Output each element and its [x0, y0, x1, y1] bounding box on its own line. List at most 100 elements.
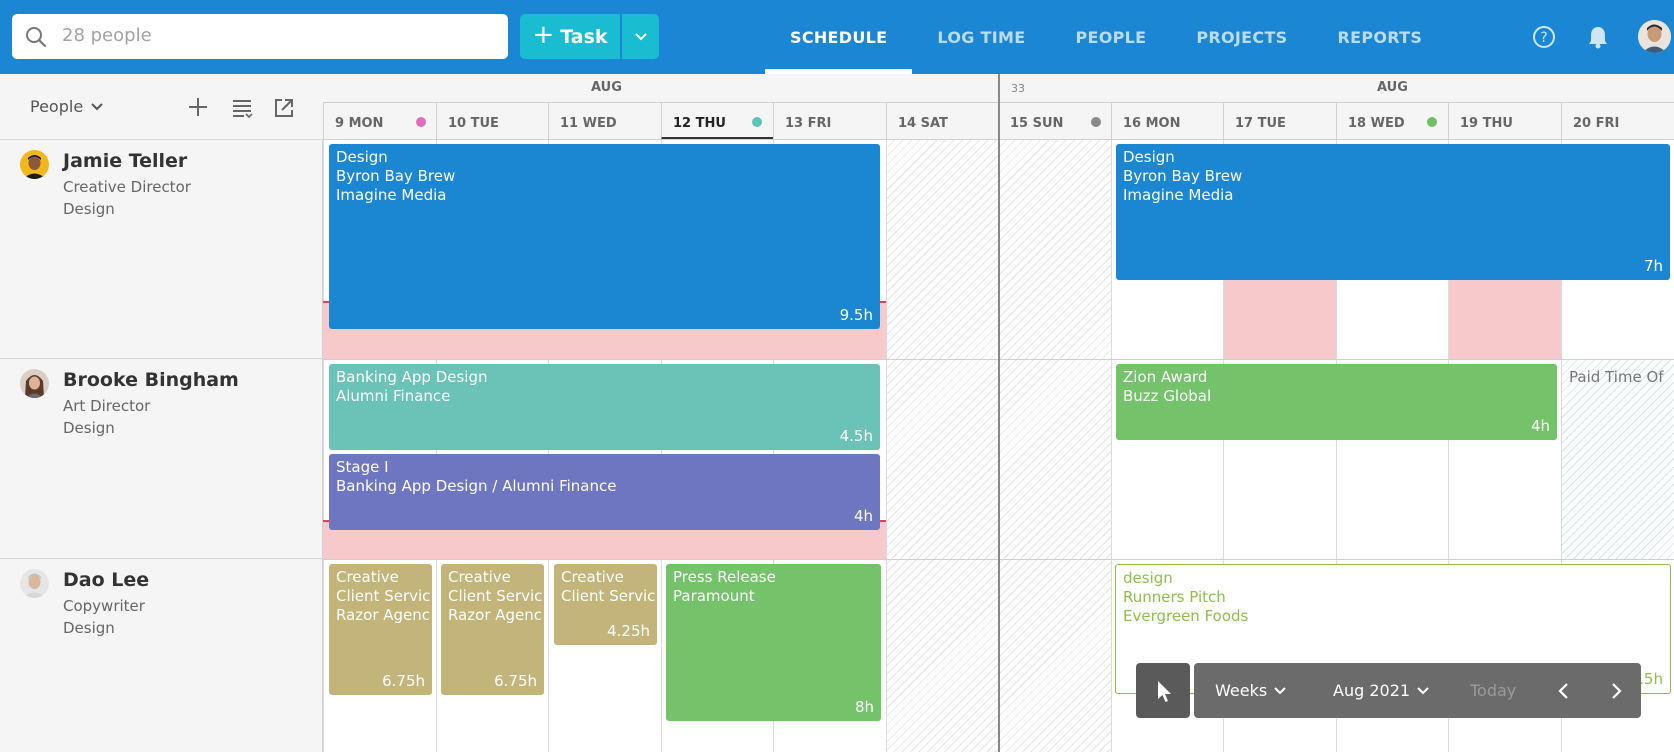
person-row[interactable]: Brooke Bingham Art Director Design: [0, 359, 322, 559]
month-label: AUG: [591, 80, 622, 95]
day-header[interactable]: 20 FRI: [1561, 102, 1674, 139]
search-placeholder: 28 people: [62, 25, 152, 46]
chevron-down-icon: [91, 102, 103, 110]
chevron-right-icon[interactable]: [1609, 681, 1623, 701]
nav-projects[interactable]: PROJECTS: [1196, 27, 1288, 47]
time-off-area: [1562, 359, 1674, 559]
person-name[interactable]: Jamie Teller: [63, 150, 188, 172]
people-filter-dropdown[interactable]: People: [30, 97, 103, 116]
person-role: Art Director: [63, 397, 151, 415]
person-row[interactable]: Dao Lee Copywriter Design: [0, 559, 322, 752]
avatar: [20, 369, 49, 398]
today-button[interactable]: Today: [1470, 681, 1517, 700]
view-mode-dropdown[interactable]: Weeks: [1215, 681, 1286, 700]
avatar: [20, 150, 49, 179]
task-block[interactable]: Design Byron Bay Brew Imagine Media 7h: [1116, 144, 1670, 280]
task-block[interactable]: Banking App Design Alumni Finance 4.5h: [329, 364, 880, 450]
task-block[interactable]: Zion Award Buzz Global 4h: [1116, 364, 1557, 440]
task-hours: 4.5h: [839, 427, 873, 445]
person-row[interactable]: Jamie Teller Creative Director Design: [0, 140, 322, 359]
add-icon[interactable]: [186, 95, 210, 119]
task-hours: 6.75h: [382, 672, 425, 690]
day-header[interactable]: 16 MON: [1111, 102, 1223, 139]
day-indicator-dot: [1427, 117, 1437, 127]
day-column: [1223, 140, 1336, 752]
person-department: Design: [63, 200, 115, 218]
task-block[interactable]: Creative Client Servic Razor Agenc 6.75h: [329, 564, 432, 695]
top-bar: 28 people + Task SCHEDULE LOG TIME PEOPL…: [0, 0, 1674, 74]
task-hours: 4h: [853, 507, 873, 525]
day-header[interactable]: 18 WED: [1336, 102, 1448, 139]
people-list: Jamie Teller Creative Director Design Br…: [0, 140, 323, 752]
day-column: [1561, 140, 1674, 752]
svg-text:?: ?: [1540, 30, 1547, 46]
overbooked-zone: [1224, 280, 1336, 359]
user-avatar[interactable]: [1638, 20, 1671, 53]
day-column: [1111, 140, 1223, 752]
period-dropdown[interactable]: Aug 2021: [1333, 681, 1429, 700]
person-name[interactable]: Dao Lee: [63, 569, 150, 591]
day-header[interactable]: 11 WED: [548, 102, 661, 139]
week-divider: [998, 74, 1000, 752]
weekend-column: [998, 140, 1111, 752]
search-box[interactable]: 28 people: [12, 14, 508, 59]
day-header[interactable]: 17 TUE: [1223, 102, 1336, 139]
task-block[interactable]: Creative Client Servic Razor Agenc 6.75h: [441, 564, 544, 695]
search-icon: [26, 27, 47, 48]
day-header[interactable]: 10 TUE: [436, 102, 548, 139]
task-block[interactable]: Design Byron Bay Brew Imagine Media 9.5h: [329, 144, 880, 329]
add-task-button[interactable]: + Task: [520, 14, 620, 59]
task-hours: 4h: [1530, 417, 1550, 435]
people-filter-label: People: [30, 97, 84, 116]
schedule-grid[interactable]: Design Byron Bay Brew Imagine Media 9.5h D…: [323, 140, 1674, 752]
overbooked-zone: [1449, 280, 1561, 359]
task-hours: 7h: [1643, 257, 1663, 275]
day-indicator-dot: [416, 117, 426, 127]
task-block[interactable]: Press Release Paramount 8h: [666, 564, 881, 721]
time-off-block[interactable]: Paid Time Of: [1569, 368, 1664, 386]
task-hours: 8h: [854, 698, 874, 716]
day-header-today[interactable]: 12 THU: [661, 102, 773, 139]
person-department: Design: [63, 419, 115, 437]
day-header[interactable]: 14 SAT: [886, 102, 998, 139]
chevron-down-icon: [1417, 686, 1429, 694]
task-block[interactable]: Stage I Banking App Design / Alumni Finan…: [329, 454, 880, 530]
task-hours: 9.5h: [839, 306, 873, 324]
day-column: [1448, 140, 1561, 752]
person-role: Creative Director: [63, 178, 191, 196]
nav-people[interactable]: PEOPLE: [1075, 27, 1147, 47]
month-label: AUG: [1377, 80, 1408, 95]
day-header[interactable]: 9 MON: [323, 102, 436, 139]
day-header[interactable]: 19 THU: [1448, 102, 1561, 139]
avatar-image: [1638, 20, 1671, 53]
add-task-label: Task: [560, 25, 608, 48]
plus-icon: +: [532, 20, 555, 50]
task-block[interactable]: Creative Client Servic 4.25h: [554, 564, 657, 645]
date-range-controls: Weeks Aug 2021 Today: [1194, 663, 1641, 718]
day-header[interactable]: 15 SUN: [998, 102, 1111, 139]
nav-schedule[interactable]: SCHEDULE: [765, 0, 913, 74]
nav-log-time[interactable]: LOG TIME: [937, 27, 1026, 47]
person-department: Design: [63, 619, 115, 637]
chevron-down-icon: [1274, 686, 1286, 694]
task-dropdown-button[interactable]: [622, 14, 659, 59]
help-icon[interactable]: ?: [1532, 25, 1556, 49]
day-indicator-dot: [752, 117, 762, 127]
list-view-icon[interactable]: [230, 96, 254, 120]
person-name[interactable]: Brooke Bingham: [63, 369, 239, 391]
task-hours: 4.25h: [607, 622, 650, 640]
chevron-left-icon[interactable]: [1557, 681, 1571, 701]
week-number: 33: [1011, 82, 1025, 95]
avatar: [20, 569, 49, 598]
day-header[interactable]: 13 FRI: [773, 102, 886, 139]
export-icon[interactable]: [272, 96, 296, 120]
nav-reports[interactable]: REPORTS: [1337, 27, 1423, 47]
day-indicator-dot: [1091, 117, 1101, 127]
bell-icon[interactable]: [1587, 25, 1609, 49]
day-column: [323, 140, 436, 752]
task-hours: 6.75h: [494, 672, 537, 690]
select-mode-button[interactable]: [1136, 663, 1190, 718]
main-nav: SCHEDULE LOG TIME PEOPLE PROJECTS REPORT…: [765, 0, 1447, 74]
day-column: [1336, 140, 1448, 752]
chevron-down-icon: [634, 32, 647, 40]
